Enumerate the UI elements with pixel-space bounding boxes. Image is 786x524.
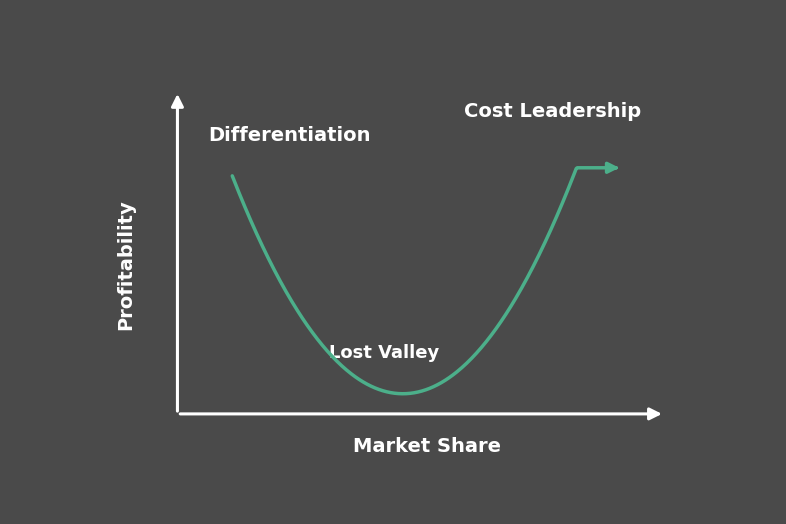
Text: Differentiation: Differentiation: [208, 126, 370, 145]
Text: Profitability: Profitability: [116, 199, 135, 330]
Text: Market Share: Market Share: [353, 436, 501, 456]
Text: Lost Valley: Lost Valley: [329, 344, 439, 363]
Text: Cost Leadership: Cost Leadership: [464, 102, 641, 121]
